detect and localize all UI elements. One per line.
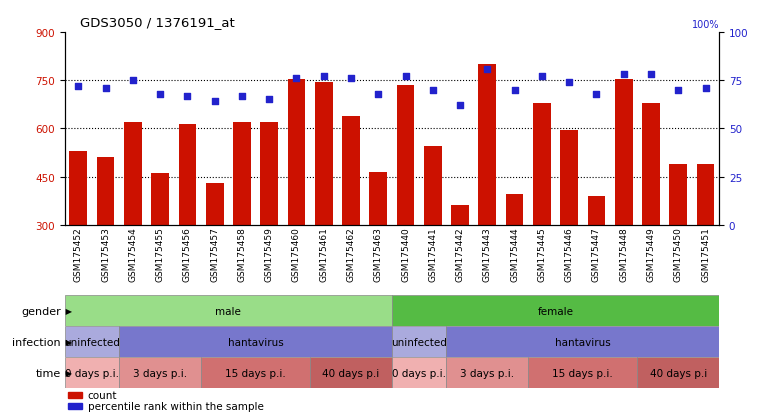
Bar [119, 357, 201, 388]
Bar [696, 164, 715, 225]
Text: 0 days p.i.: 0 days p.i. [65, 368, 119, 378]
Text: uninfected: uninfected [391, 337, 447, 347]
Point [427, 88, 439, 94]
Text: ▶: ▶ [63, 337, 72, 346]
Point [536, 74, 548, 81]
Bar [479, 65, 496, 225]
Bar [506, 195, 524, 225]
Bar [638, 357, 719, 388]
Point [181, 93, 193, 100]
Point [317, 74, 330, 81]
Point [100, 85, 112, 92]
Text: infection: infection [12, 337, 61, 347]
Point [72, 83, 84, 90]
Bar [587, 196, 605, 225]
Bar [447, 326, 719, 357]
Text: GDS3050 / 1376191_at: GDS3050 / 1376191_at [80, 16, 234, 29]
Bar [65, 357, 119, 388]
Bar [342, 116, 360, 225]
Text: male: male [215, 306, 241, 316]
Text: female: female [537, 306, 574, 316]
Text: 15 days p.i.: 15 days p.i. [552, 368, 613, 378]
Text: 40 days p.i: 40 days p.i [323, 368, 380, 378]
Point [481, 66, 493, 73]
Point [618, 72, 630, 78]
Text: hantavirus: hantavirus [228, 337, 283, 347]
Point [591, 91, 603, 98]
Point [236, 93, 248, 100]
Text: uninfected: uninfected [64, 337, 120, 347]
Bar [528, 357, 638, 388]
Bar [288, 79, 305, 225]
Point [508, 88, 521, 94]
Bar [392, 357, 447, 388]
Point [209, 99, 221, 105]
Text: ▶: ▶ [63, 306, 72, 315]
Bar [124, 123, 142, 225]
Text: hantavirus: hantavirus [555, 337, 610, 347]
Bar [392, 295, 719, 326]
Bar [447, 357, 528, 388]
Point [699, 85, 712, 92]
Point [127, 78, 139, 84]
Bar [65, 295, 392, 326]
Bar [315, 83, 333, 225]
Bar [151, 174, 169, 225]
Text: 100%: 100% [692, 20, 719, 30]
Text: 15 days p.i.: 15 days p.i. [225, 368, 286, 378]
Bar [615, 79, 632, 225]
Point [345, 76, 357, 83]
Point [291, 76, 303, 83]
Bar [670, 165, 687, 225]
Bar [310, 357, 392, 388]
Point [400, 74, 412, 81]
Text: ▶: ▶ [63, 368, 72, 377]
Bar [451, 206, 469, 225]
Text: 40 days p.i: 40 days p.i [650, 368, 707, 378]
Bar [201, 357, 310, 388]
Bar [205, 183, 224, 225]
Bar [68, 404, 82, 409]
Point [645, 72, 657, 78]
Bar [392, 326, 447, 357]
Text: count: count [88, 390, 117, 400]
Bar [369, 172, 387, 225]
Point [563, 80, 575, 86]
Bar [260, 123, 278, 225]
Text: percentile rank within the sample: percentile rank within the sample [88, 401, 263, 411]
Bar [68, 392, 82, 398]
Bar [533, 103, 551, 225]
Text: 3 days p.i.: 3 days p.i. [460, 368, 514, 378]
Text: gender: gender [21, 306, 61, 316]
Bar [119, 326, 392, 357]
Bar [642, 103, 660, 225]
Text: 3 days p.i.: 3 days p.i. [133, 368, 187, 378]
Point [263, 97, 275, 104]
Text: time: time [36, 368, 61, 378]
Bar [69, 152, 88, 225]
Bar [233, 123, 251, 225]
Bar [65, 326, 119, 357]
Point [672, 88, 684, 94]
Point [454, 103, 466, 109]
Bar [560, 131, 578, 225]
Bar [424, 147, 441, 225]
Bar [179, 124, 196, 225]
Point [372, 91, 384, 98]
Bar [396, 86, 415, 225]
Point [154, 91, 166, 98]
Bar [97, 158, 114, 225]
Text: 0 days p.i.: 0 days p.i. [392, 368, 446, 378]
